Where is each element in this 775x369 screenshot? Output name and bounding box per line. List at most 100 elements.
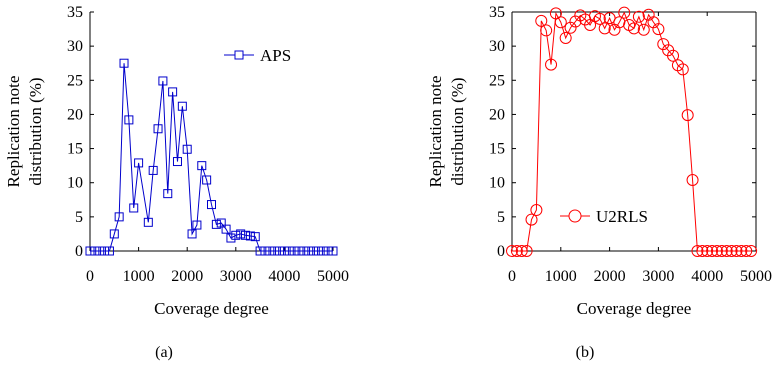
data-point	[745, 245, 758, 257]
data-point	[207, 200, 216, 210]
data-point	[323, 246, 333, 256]
data-point	[535, 14, 548, 27]
data-point	[628, 22, 640, 35]
data-point	[559, 31, 572, 44]
data-point	[153, 124, 163, 134]
data-point	[109, 229, 119, 239]
legend-label: U2RLS	[596, 207, 648, 226]
data-point	[129, 203, 139, 213]
x-tick-label: 3000	[220, 268, 252, 285]
data-point	[328, 246, 338, 256]
data-point	[506, 245, 518, 257]
x-axis-label: Coverage degree	[154, 299, 269, 318]
x-tick-label: 3000	[642, 268, 674, 285]
data-point	[715, 245, 728, 257]
data-point	[95, 246, 105, 256]
chart-panel-b: 0 5 10 15 20 25 30 35 0 1000 2000 3000 4000 5000 Cover…	[426, 4, 772, 361]
data-point	[245, 231, 255, 241]
legend-label: APS	[260, 46, 291, 65]
data-point	[632, 10, 645, 23]
data-point	[148, 165, 158, 175]
data-point	[163, 189, 173, 199]
y-tick-label: 10	[67, 175, 83, 192]
data-point	[231, 230, 241, 240]
panel-label: (a)	[155, 344, 173, 361]
y-tick-label: 30	[489, 38, 505, 55]
y-axis-label-line: distribution (%)	[448, 77, 467, 185]
data-point	[104, 246, 114, 256]
x-tick-label: 4000	[691, 268, 723, 285]
data-point	[706, 245, 719, 257]
data-point	[236, 229, 246, 239]
data-point	[593, 12, 606, 25]
data-point	[540, 24, 553, 37]
data-point	[618, 6, 631, 19]
data-point	[720, 245, 733, 257]
data-point	[309, 246, 319, 256]
x-tick-label: 2000	[594, 268, 626, 285]
data-point	[124, 115, 134, 125]
data-point	[725, 245, 738, 257]
data-point	[226, 233, 236, 243]
data-point	[691, 245, 704, 257]
y-tick-label: 5	[75, 209, 83, 226]
y-tick-label: 0	[75, 243, 83, 260]
data-point	[284, 246, 294, 256]
data-point	[134, 158, 144, 168]
y-axis-label-line: distribution (%)	[26, 77, 45, 185]
data-point	[294, 246, 304, 256]
x-tick-label: 4000	[268, 268, 300, 285]
x-tick-label: 1000	[545, 268, 577, 285]
data-point	[289, 246, 299, 256]
data-point	[652, 23, 665, 36]
data-point	[270, 246, 280, 256]
data-point	[318, 246, 328, 256]
data-point	[211, 219, 221, 229]
data-point	[637, 23, 650, 36]
x-tick-label: 0	[508, 268, 516, 285]
data-point	[168, 87, 178, 97]
data-point	[530, 204, 543, 217]
panel-label: (b)	[576, 344, 595, 361]
y-tick-label: 0	[497, 243, 505, 260]
data-point	[730, 245, 743, 257]
data-point	[667, 49, 680, 62]
y-tick-label: 20	[67, 106, 83, 123]
data-point	[202, 175, 212, 185]
y-axis-label-line: Replication note	[426, 76, 445, 188]
data-point	[545, 58, 558, 71]
series-line-APS	[90, 63, 333, 252]
data-point	[100, 246, 110, 256]
data-point	[143, 217, 153, 227]
data-point	[554, 16, 567, 29]
data-point	[710, 245, 723, 257]
data-point	[569, 15, 582, 28]
data-point	[598, 22, 611, 35]
data-point	[701, 245, 714, 257]
data-point	[510, 245, 523, 257]
y-tick-label: 30	[67, 38, 83, 55]
x-axis-label: Coverage degree	[577, 299, 692, 318]
data-point	[676, 63, 689, 76]
data-point	[265, 246, 275, 256]
data-point	[525, 213, 538, 226]
data-point	[696, 245, 709, 257]
x-tick-label: 5000	[740, 268, 772, 285]
data-point	[119, 58, 129, 68]
data-point	[114, 212, 124, 222]
data-point	[216, 218, 226, 228]
data-point	[221, 224, 231, 234]
data-point	[735, 245, 748, 257]
data-point	[255, 246, 265, 256]
y-tick-label: 15	[489, 141, 505, 158]
data-point	[681, 109, 694, 122]
y-tick-label: 10	[489, 175, 505, 192]
data-point	[177, 101, 187, 111]
x-tick-label: 1000	[123, 268, 155, 285]
y-axis-label-line: Replication note	[4, 76, 23, 188]
data-point	[313, 246, 323, 256]
data-point	[279, 246, 289, 256]
y-tick-label: 5	[497, 209, 505, 226]
legend-marker	[568, 209, 582, 223]
